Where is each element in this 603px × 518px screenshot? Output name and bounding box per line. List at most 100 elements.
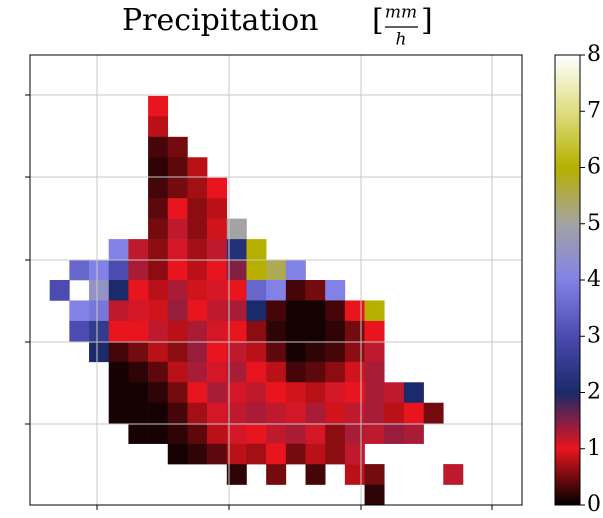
colorbar-tick-label: 5 [587,211,601,236]
cell [364,361,385,383]
cell [69,300,90,322]
cell [187,382,208,404]
cell [246,443,267,465]
cell [305,341,326,363]
cell [167,361,188,383]
cell [167,136,188,158]
cell [246,259,267,281]
colorbar-tick-label: 0 [587,492,601,517]
cell [226,300,247,322]
grid [25,55,522,510]
colorbar-tick-label: 4 [587,267,601,292]
cell [128,320,149,342]
cell [305,443,326,465]
cell [364,300,385,322]
cell [364,341,385,363]
cell [187,198,208,219]
colorbar-tick-label: 8 [587,42,601,67]
cell [384,423,405,444]
cell [187,280,208,301]
cell [167,177,188,199]
cell [187,300,208,322]
cell [364,402,385,424]
cell [167,259,188,281]
cell [226,402,247,424]
cell [246,402,267,424]
cell [148,136,169,158]
cell [305,300,326,322]
cell [226,218,247,240]
cell [128,239,149,260]
cell [187,341,208,363]
cell [167,382,188,404]
cell [148,341,169,363]
cell [344,320,365,342]
cell [108,280,129,301]
cell [266,382,287,404]
cell [266,402,287,424]
cell [167,423,188,444]
cell [285,280,306,301]
cell [148,218,169,240]
cell [246,280,267,301]
cell [423,402,444,424]
cell [148,300,169,322]
cell [167,239,188,260]
cell [207,259,228,281]
cell [226,423,247,444]
cell [187,320,208,342]
cell [344,300,365,322]
cell [285,443,306,465]
cell [443,464,464,485]
cell [69,259,90,281]
cell [148,177,169,199]
cell [128,361,149,383]
cell [246,423,267,444]
cell [285,300,306,322]
cell [128,382,149,404]
cell [325,341,346,363]
cell [167,198,188,219]
cell [226,361,247,383]
cell [167,320,188,342]
cell [246,341,267,363]
cell [325,382,346,404]
cell [128,423,149,444]
cell [266,320,287,342]
cell [226,382,247,404]
cell [226,341,247,363]
colorbar-scale [554,54,581,506]
cell [226,320,247,342]
cell [49,280,70,301]
cell [325,423,346,444]
colorbar-tick-label: 2 [587,380,601,405]
cell [266,300,287,322]
unit-open: [ [372,3,384,38]
cell [266,361,287,383]
cell [364,320,385,342]
cell [128,402,149,424]
cell [167,300,188,322]
colorbar: 0 1 2 3 4 5 6 7 8 [554,42,601,517]
cell [128,341,149,363]
cell [148,320,169,342]
cell [384,402,405,424]
cell [305,464,326,485]
cell [89,320,110,342]
cell [226,280,247,301]
cell [69,320,90,342]
cell [246,361,267,383]
cell [403,423,424,444]
cell [285,361,306,383]
cell [266,280,287,301]
cell [207,177,228,199]
cell [108,402,129,424]
cell [246,239,267,260]
cell [305,361,326,383]
cell [148,259,169,281]
cell [325,402,346,424]
chart-title-group: Precipitation [ mm h ] [122,3,433,50]
cell [403,382,424,404]
